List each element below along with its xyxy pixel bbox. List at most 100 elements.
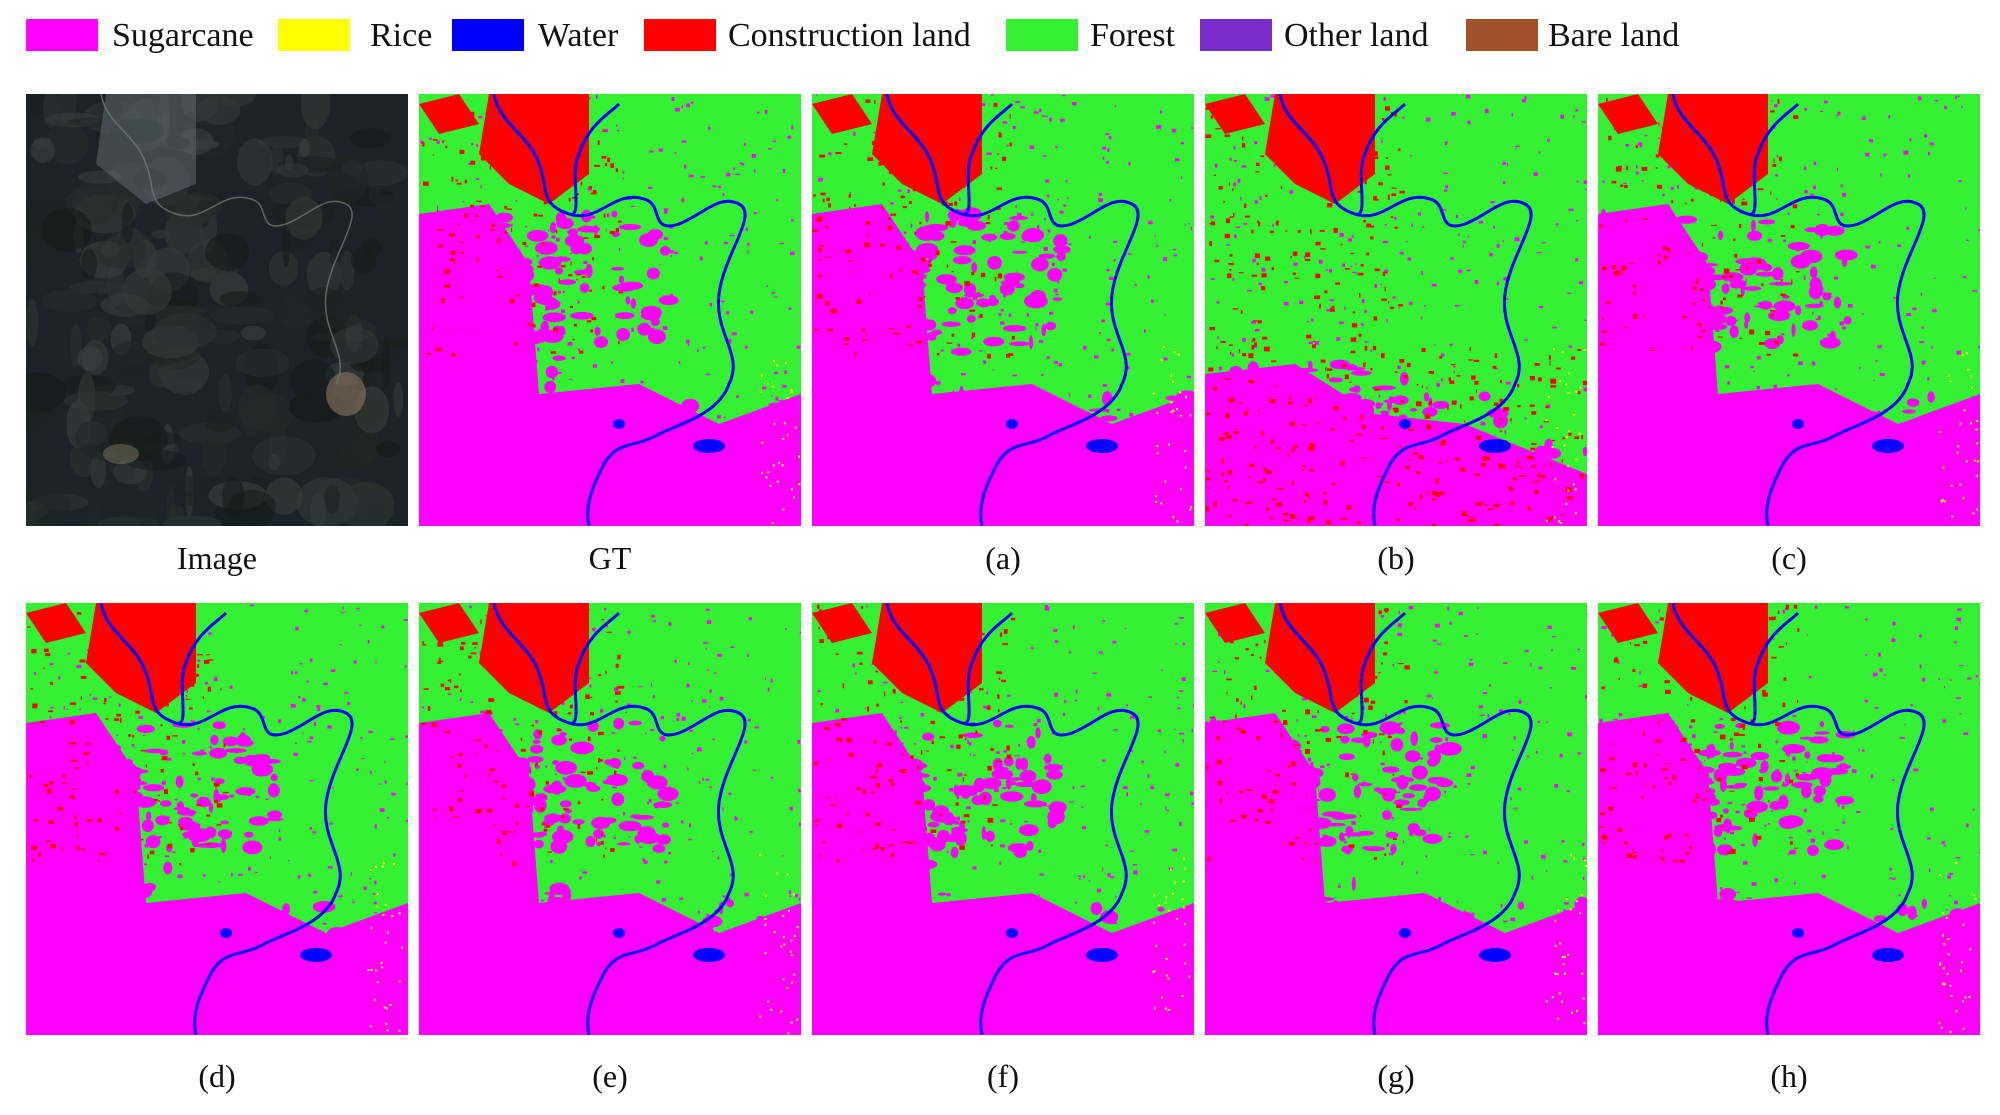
sugarcane-patch — [1617, 305, 1636, 320]
sugarcane-patch — [1757, 301, 1763, 306]
sugarcane-speck — [709, 431, 711, 434]
sugarcane-speck — [389, 738, 395, 740]
construction-speck — [1226, 218, 1230, 224]
construction-speck — [1245, 215, 1250, 218]
sugarcane-speck — [1898, 468, 1903, 472]
sugarcane-patch — [674, 511, 682, 517]
sugarcane-speck — [1248, 513, 1252, 517]
construction-speck — [438, 244, 443, 249]
sugarcane-patch — [1775, 519, 1792, 526]
rice-speck — [1574, 488, 1577, 491]
terrain-patch — [329, 326, 379, 364]
sugarcane-patch — [652, 844, 666, 853]
sugarcane-patch — [447, 882, 460, 887]
sugarcane-speck — [294, 742, 297, 744]
sugarcane-speck — [34, 672, 36, 676]
rice-speck — [790, 391, 793, 394]
sugarcane-speck — [76, 874, 79, 878]
panel-caption: GT — [588, 540, 632, 576]
construction-speck — [1205, 106, 1210, 110]
construction-speck — [1287, 401, 1293, 405]
rice-speck — [796, 1018, 799, 1021]
sugarcane-patch — [1645, 388, 1654, 398]
sugarcane-speck — [452, 237, 457, 240]
sugarcane-patch — [907, 290, 918, 295]
sugarcane-patch — [511, 898, 517, 911]
sugarcane-patch — [505, 781, 526, 790]
rice-speck — [1556, 427, 1559, 429]
sugarcane-patch — [1719, 501, 1732, 512]
construction-speck — [559, 99, 566, 101]
sugarcane-speck — [887, 283, 891, 287]
construction-speck — [1309, 443, 1315, 448]
construction-speck — [1470, 516, 1475, 519]
sugarcane-speck — [1190, 226, 1192, 231]
sugarcane-patch — [1430, 445, 1448, 458]
construction-speck — [1327, 522, 1332, 526]
sugarcane-speck — [367, 639, 370, 644]
sugarcane-speck — [140, 769, 144, 772]
construction-speck — [431, 722, 437, 727]
sugarcane-speck — [298, 696, 301, 699]
construction-speck — [164, 635, 169, 637]
sugarcane-speck — [549, 439, 551, 443]
sugarcane-speck — [1436, 383, 1441, 387]
sugarcane-patch — [564, 774, 587, 788]
sugarcane-patch — [1601, 208, 1606, 220]
construction-speck — [458, 798, 462, 803]
sugarcane-patch — [1392, 395, 1409, 406]
sugarcane-speck — [449, 954, 451, 958]
sugarcane-patch — [237, 989, 259, 994]
sugarcane-speck — [190, 720, 195, 723]
construction-speck — [1251, 274, 1258, 277]
sugarcane-patch — [1383, 399, 1400, 403]
sugarcane-patch — [1343, 481, 1350, 488]
sugarcane-speck — [691, 700, 693, 703]
construction-speck — [158, 619, 160, 624]
construction-speck — [449, 258, 455, 261]
sugarcane-speck — [499, 510, 503, 512]
sugarcane-speck — [1252, 345, 1258, 348]
construction-speck — [1331, 305, 1335, 309]
sugarcane-patch — [216, 794, 230, 801]
sugarcane-speck — [839, 374, 842, 377]
sugarcane-speck — [1065, 438, 1067, 441]
sugarcane-speck — [688, 662, 690, 665]
sugarcane-speck — [961, 413, 966, 416]
sugarcane-patch — [373, 919, 385, 930]
construction-speck — [504, 205, 508, 209]
sugarcane-patch — [1679, 331, 1695, 344]
sugarcane-speck — [1319, 259, 1323, 264]
sugarcane-speck — [591, 215, 596, 219]
sugarcane-patch — [66, 855, 77, 865]
rice-speck — [1943, 500, 1946, 503]
construction-speck — [500, 224, 502, 227]
sugarcane-speck — [1242, 338, 1246, 342]
sugarcane-speck — [643, 860, 648, 864]
sugarcane-speck — [379, 808, 385, 812]
construction-speck — [557, 641, 563, 643]
construction-speck — [1421, 348, 1426, 352]
sugarcane-speck — [1441, 378, 1443, 382]
construction-speck — [1242, 353, 1247, 357]
sugarcane-patch — [510, 266, 523, 270]
construction-speck — [1009, 142, 1012, 147]
rice-speck — [1565, 503, 1568, 505]
construction-speck — [950, 241, 957, 243]
sugarcane-patch — [1903, 421, 1926, 431]
sugarcane-speck — [498, 219, 503, 224]
sugarcane-speck — [1775, 198, 1778, 200]
sugarcane-patch — [1045, 321, 1057, 331]
rice-speck — [1185, 395, 1188, 398]
construction-speck — [1382, 118, 1385, 121]
terrain-patch — [200, 436, 226, 476]
sugarcane-patch — [1066, 1027, 1076, 1035]
construction-speck — [1283, 519, 1290, 522]
sugarcane-speck — [374, 880, 377, 885]
sugarcane-patch — [777, 399, 800, 415]
construction-speck — [1330, 428, 1335, 431]
construction-speck — [1398, 445, 1403, 448]
sugarcane-patch — [455, 456, 471, 461]
sugarcane-patch — [596, 841, 602, 847]
construction-speck — [1282, 512, 1289, 516]
